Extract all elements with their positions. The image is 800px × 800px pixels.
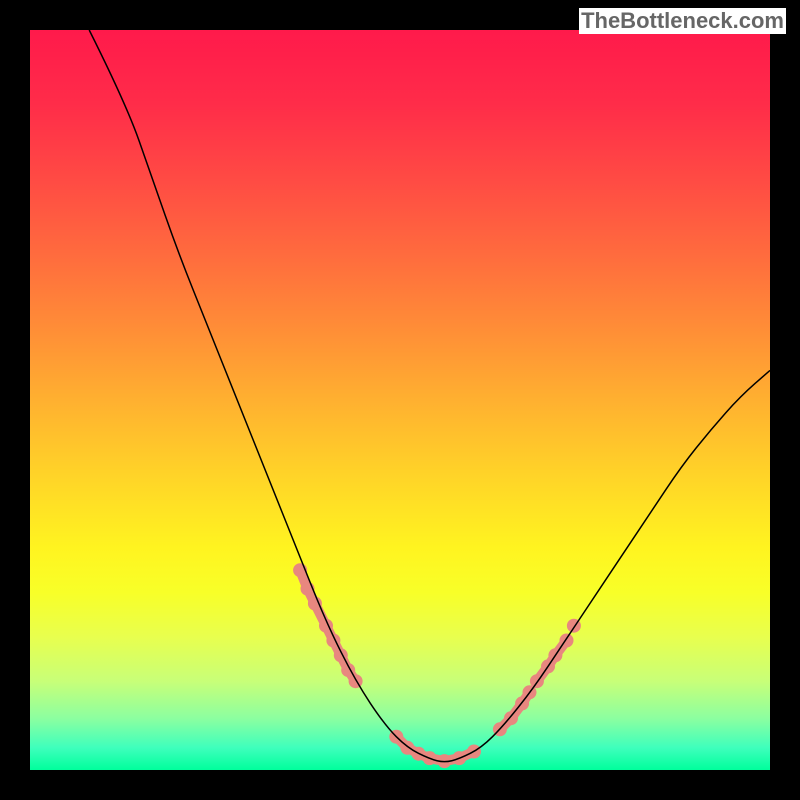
scatter-point <box>349 674 363 688</box>
scatter-point <box>504 711 518 725</box>
plot-area <box>30 30 770 770</box>
watermark-text: TheBottleneck.com <box>579 8 786 34</box>
gradient-background <box>30 30 770 770</box>
plot-svg <box>30 30 770 770</box>
scatter-point <box>308 597 322 611</box>
figure-frame: TheBottleneck.com <box>0 0 800 800</box>
